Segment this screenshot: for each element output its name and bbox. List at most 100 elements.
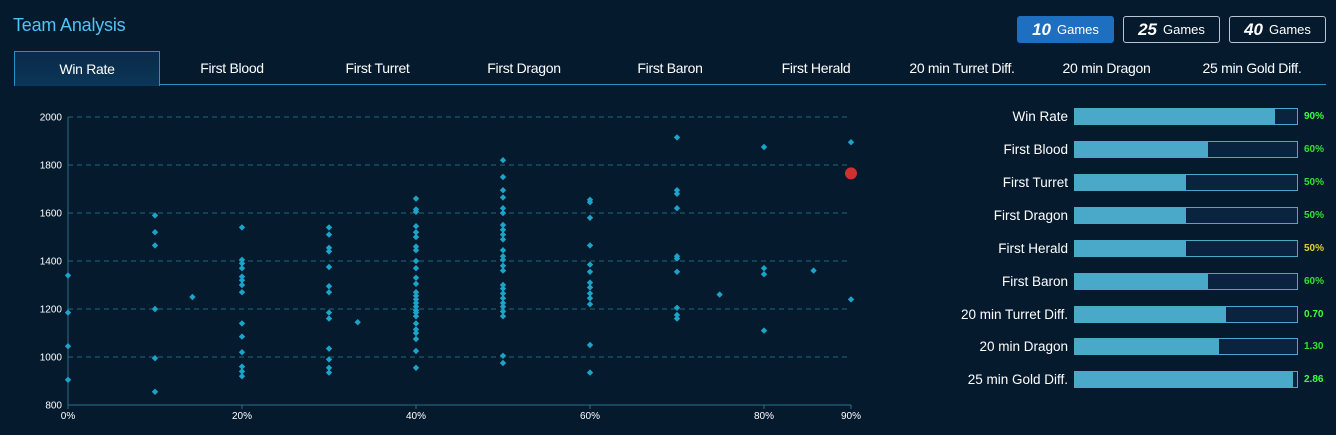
data-point (760, 143, 768, 151)
stat-bar-track (1074, 371, 1298, 388)
data-point (412, 347, 420, 355)
data-point (325, 356, 333, 363)
data-point (412, 299, 420, 307)
data-point (586, 279, 594, 286)
x-tick-label: 80% (754, 411, 774, 422)
games-label: Games (1163, 22, 1205, 37)
data-point (716, 291, 723, 298)
data-point (151, 229, 159, 236)
data-point (151, 355, 159, 362)
data-point (499, 285, 507, 292)
data-point (238, 281, 246, 289)
data-point (412, 289, 420, 296)
stat-label: Win Rate (1012, 109, 1068, 124)
games-40-button[interactable]: 40 Games (1229, 16, 1326, 43)
data-point (325, 231, 333, 238)
data-point (673, 187, 681, 194)
data-point (499, 299, 507, 307)
y-tick-label: 1800 (40, 161, 63, 172)
stat-row-20-min-turret-diff: 20 min Turret Diff. 0.70 (940, 306, 1330, 324)
tab-first-dragon[interactable]: First Dragon (487, 60, 561, 76)
data-point (412, 233, 420, 241)
data-point (586, 199, 594, 206)
tab-20-min-dragon[interactable]: 20 min Dragon (1062, 60, 1151, 76)
stat-value: 60% (1304, 144, 1325, 155)
y-tick-label: 1000 (40, 353, 63, 364)
data-point (412, 296, 420, 303)
games-filter: 10 Games 25 Games 40 Games (1017, 16, 1326, 43)
data-point (64, 376, 72, 383)
data-point (189, 293, 196, 301)
stat-value: 50% (1304, 243, 1325, 254)
tab-25-min-gold-diff[interactable]: 25 min Gold Diff. (1202, 60, 1302, 76)
data-point (499, 173, 507, 181)
stat-label: 25 min Gold Diff. (967, 372, 1068, 387)
data-point (499, 352, 507, 359)
data-point (673, 255, 681, 262)
y-tick-label: 1600 (40, 209, 63, 220)
stat-bar-track (1074, 207, 1298, 224)
tab-win-rate[interactable]: Win Rate (14, 51, 160, 86)
data-point (499, 187, 507, 194)
data-point (586, 268, 594, 275)
y-tick-label: 2000 (40, 113, 63, 124)
stat-value: 60% (1304, 276, 1325, 287)
data-point (412, 313, 420, 320)
data-point (586, 261, 594, 268)
data-point (499, 313, 507, 320)
data-point (586, 369, 594, 376)
data-point (499, 194, 507, 201)
games-count: 10 (1032, 19, 1051, 39)
games-count: 40 (1244, 19, 1263, 39)
data-point (499, 308, 507, 315)
stat-row-first-herald: First Herald 50% (940, 240, 1330, 258)
stat-value: 50% (1304, 177, 1325, 188)
highlight-point (845, 167, 857, 180)
stat-row-win-rate: Win Rate 90% (940, 108, 1330, 126)
data-point (412, 364, 420, 371)
tab-first-herald[interactable]: First Herald (781, 60, 851, 76)
data-point (325, 369, 333, 376)
data-point (499, 281, 507, 289)
stat-label: First Turret (1002, 175, 1068, 190)
stat-bar-fill (1075, 307, 1226, 322)
stat-bar-track (1074, 141, 1298, 158)
stat-label: First Dragon (993, 208, 1068, 223)
stat-bar-fill (1075, 241, 1186, 256)
data-point (760, 327, 768, 334)
tab-first-blood[interactable]: First Blood (200, 60, 264, 76)
stat-value: 1.30 (1304, 341, 1324, 352)
stat-bar-fill (1075, 339, 1220, 354)
tab-first-baron[interactable]: First Baron (637, 60, 703, 76)
data-point (499, 359, 507, 367)
data-point (499, 262, 507, 269)
data-point (151, 242, 159, 249)
data-point (412, 335, 420, 343)
data-point (238, 368, 246, 375)
tab-20-min-turret-diff[interactable]: 20 min Turret Diff. (909, 60, 1015, 76)
data-point (499, 290, 507, 297)
games-25-button[interactable]: 25 Games (1123, 16, 1220, 43)
data-point (151, 305, 159, 313)
data-point (325, 224, 333, 231)
stat-label: 20 min Turret Diff. (960, 307, 1068, 322)
data-point (499, 295, 507, 302)
games-10-button[interactable]: 10 Games (1017, 16, 1114, 43)
data-point (325, 248, 333, 255)
stat-bar-fill (1075, 142, 1209, 157)
data-point (412, 274, 420, 281)
data-point (586, 341, 594, 349)
stat-row-20-min-dragon: 20 min Dragon 1.30 (940, 338, 1330, 356)
data-point (325, 309, 333, 316)
stat-row-first-turret: First Turret 50% (940, 174, 1330, 192)
stat-bar-track (1074, 273, 1298, 290)
data-point (412, 320, 420, 327)
data-point (325, 345, 333, 352)
metric-tabs: Win Rate First Blood First Turret First … (14, 51, 1326, 86)
data-point (412, 247, 420, 254)
tab-first-turret[interactable]: First Turret (345, 60, 410, 76)
data-point (673, 205, 681, 212)
stat-bar-fill (1075, 372, 1293, 387)
x-tick-label: 90% (841, 411, 861, 422)
data-point (238, 265, 246, 272)
